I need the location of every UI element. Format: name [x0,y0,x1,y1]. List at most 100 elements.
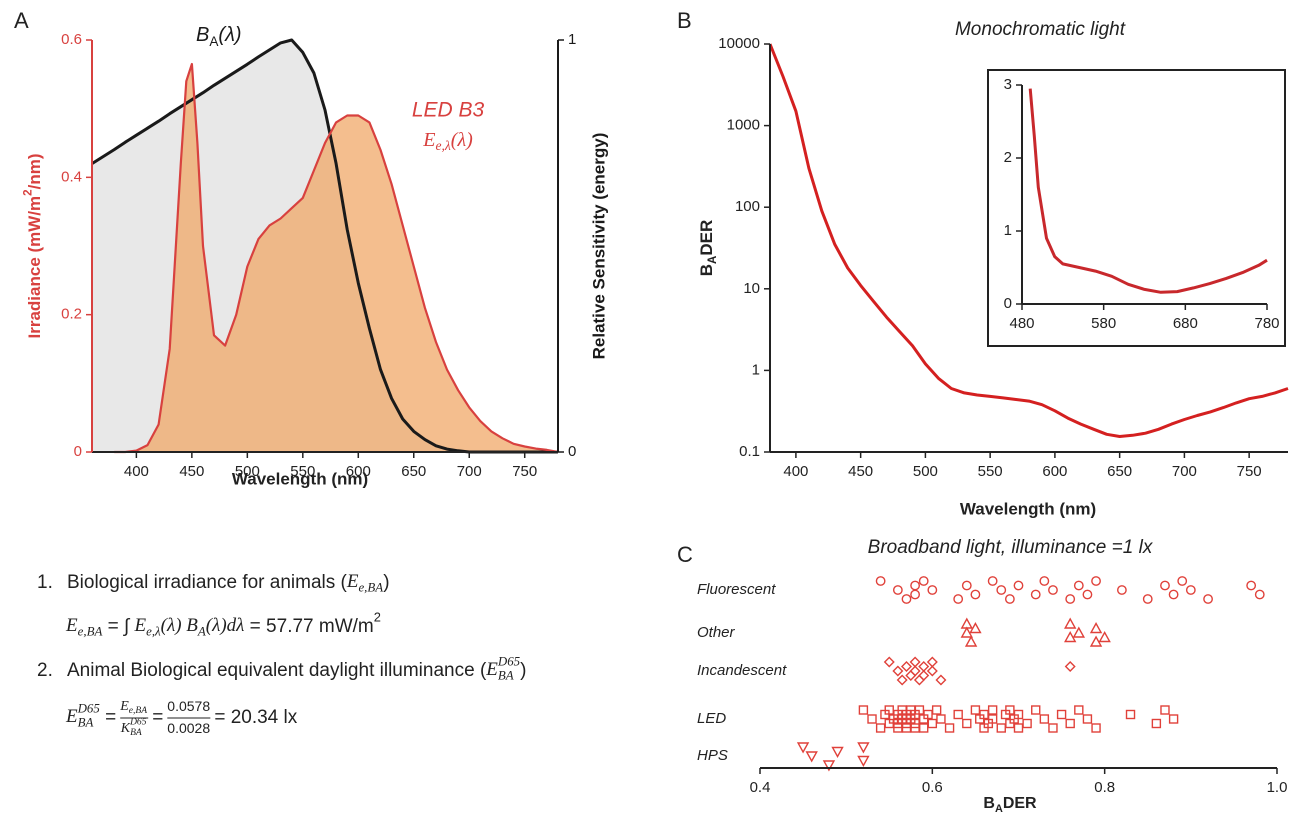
inset-frame [987,69,1286,347]
formula: 1. Biological irradiance for animals (Ee,… [37,571,390,594]
formula: EBAD65 = [65,700,116,729]
text-part: B [697,264,716,276]
point [996,723,1006,733]
axis-title: Wavelength (nm) [960,499,1096,518]
point [1056,709,1067,720]
text-part: A [197,624,206,639]
line [114,62,559,454]
point [926,665,938,677]
text-part: Biological irradiance for animals ( [67,572,348,593]
text-part: E [422,129,435,151]
text-part: B [983,795,995,812]
point [1160,580,1170,591]
axis-title: Relative Sensitivity (energy) [589,133,608,360]
x-tick-label: 680 [1173,315,1198,332]
x-tick-label: 400 [783,463,808,480]
axis-title: BADER [983,795,1037,814]
text-part: B [186,615,198,636]
point [805,751,818,763]
point [1013,709,1024,720]
point [918,661,930,672]
panel-label: A [14,8,29,33]
point [796,742,810,754]
point [1177,576,1188,586]
y-tick-label: 0 [74,443,82,460]
y-tick-label: 0.6 [61,31,82,48]
point [910,589,920,600]
text-part: (λ) [218,24,241,46]
text-part: = [100,707,116,728]
text-part: D65 [497,653,521,668]
text-part: = ∫ [102,616,134,637]
text-part: A [707,255,719,264]
point [900,661,912,672]
point [987,705,998,715]
y-tick-label: 1 [568,31,576,48]
y-tick-label: 2 [1004,149,1012,166]
category-label: Other [697,624,736,641]
category-label: LED [697,710,726,727]
x-tick-label: 450 [848,463,873,480]
y-tick-label: 0.4 [61,168,82,185]
point [892,665,904,677]
text-part: A [209,34,219,49]
formula: 2. Animal Biological equivalent daylight … [37,653,526,682]
point [1089,622,1103,634]
point [1004,594,1015,604]
text-part: E [65,706,78,727]
point [953,594,964,604]
point [1117,585,1127,595]
point [1064,661,1076,672]
point [969,622,982,634]
text-part: e,λ [435,138,450,153]
point [1022,718,1032,729]
text-part: E [485,659,498,680]
point [1065,594,1076,604]
x-tick-label: 750 [512,463,537,480]
point [909,665,921,677]
formula: = 20.34 lx [214,707,297,728]
text-part: D65 [77,700,101,715]
text-part: e,BA [129,706,147,716]
point [1185,585,1196,595]
axis-title: BADER [697,220,719,277]
text-part: (λ)dλ [206,615,245,636]
x-tick-label: 580 [1091,315,1116,332]
text-part: 2 [22,189,34,195]
formula: KBAD65 [120,718,147,739]
text-part: B [196,24,209,46]
text-part: E [65,615,78,636]
text-part: K [120,721,131,736]
point [905,670,917,681]
point [926,656,938,668]
point [1013,723,1024,733]
point [896,674,908,686]
point [1091,576,1101,586]
x-tick-label: 650 [401,463,426,480]
formula: 0.0028 [167,720,210,736]
point [1089,635,1103,647]
x-tick-label: 450 [179,463,204,480]
text-part: = 57.77 mW/m [244,616,373,637]
y-tick-label: 100 [735,198,760,215]
point [1064,617,1077,629]
text-part: (λ) [161,615,187,636]
point [909,656,921,668]
point [953,709,963,720]
point [1082,589,1093,600]
point [1065,718,1075,729]
point [962,718,972,729]
text-part: A [995,803,1003,815]
text-part: /nm) [25,154,44,190]
text-part: e,λ [146,624,161,639]
text-part: BA [130,728,142,738]
point [892,585,903,595]
point [1168,714,1179,724]
point [918,670,930,681]
point [1082,714,1093,724]
point [1039,576,1050,586]
y-tick-label: 1 [752,361,760,378]
x-tick-label: 400 [124,463,149,480]
point [857,755,870,767]
